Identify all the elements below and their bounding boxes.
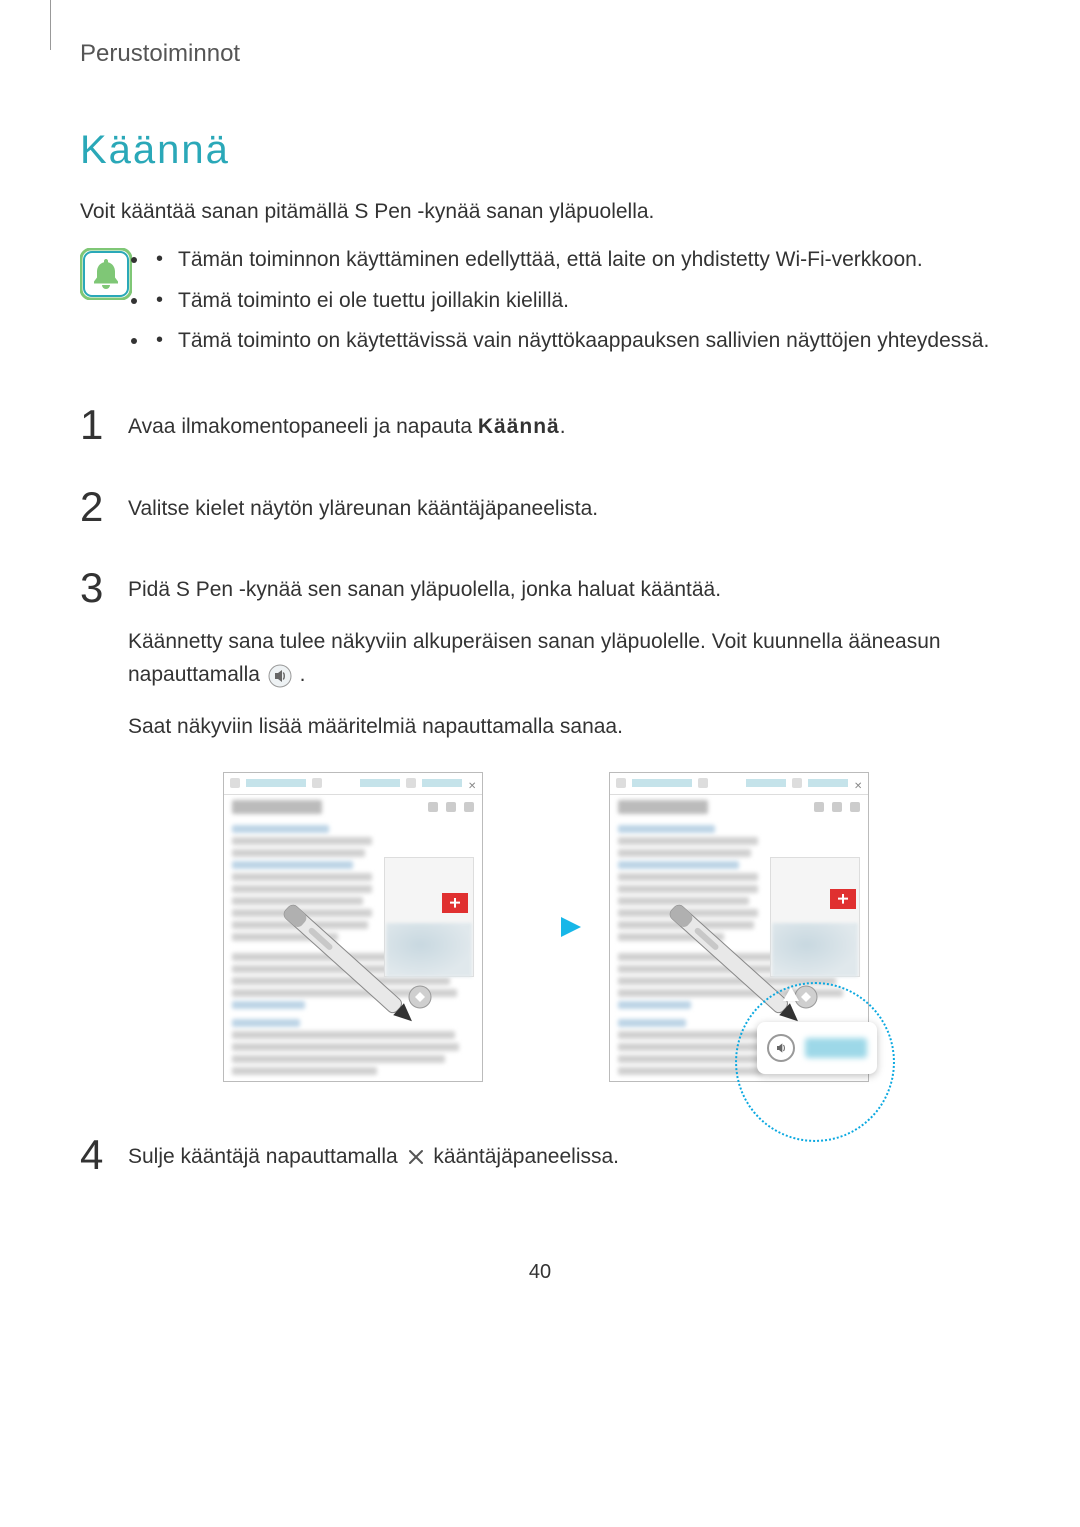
step-body: Valitse kielet näytön yläreunan kääntäjä…	[128, 488, 1000, 544]
section-header: Perustoiminnot	[80, 40, 1000, 68]
figure-map	[386, 923, 472, 977]
arrow-icon	[511, 912, 581, 942]
step-text: Valitse kielet näytön yläreunan kääntäjä…	[128, 492, 1000, 526]
step-number: 4	[80, 1136, 112, 1174]
step: 1 Avaa ilmakomentopaneeli ja napauta Kää…	[80, 406, 1000, 462]
note-item: Tämä toiminto ei ole tuettu joillakin ki…	[150, 285, 1000, 318]
figure-body	[224, 819, 482, 1081]
intro-paragraph: Voit kääntää sanan pitämällä S Pen -kynä…	[80, 197, 1000, 226]
step: 3 Pidä S Pen -kynää sen sanan yläpuolell…	[80, 569, 1000, 1109]
step-text: Avaa ilmakomentopaneeli ja napauta	[128, 415, 478, 438]
figure-row: ✕	[92, 772, 1000, 1082]
figure-callout-circle	[735, 982, 895, 1142]
toolbar-blur	[632, 779, 692, 787]
step-text: Pidä S Pen -kynää sen sanan yläpuolella,…	[128, 573, 1000, 607]
figure-screenshot-after-wrapper: ✕	[609, 772, 869, 1082]
figure-action-icon	[464, 802, 474, 812]
step-text: .	[560, 415, 566, 438]
toolbar-blur	[246, 779, 306, 787]
toolbar-item	[698, 778, 708, 788]
figure-callout-pointer	[783, 987, 799, 1001]
step-text-fragment: Sulje kääntäjä napauttamalla	[128, 1145, 404, 1168]
toolbar-item	[406, 778, 416, 788]
figure-toolbar: ✕	[224, 773, 482, 795]
close-icon: ✕	[854, 779, 862, 787]
step-body: Sulje kääntäjä napauttamalla kääntäjäpan…	[128, 1136, 1000, 1192]
page-number: 40	[80, 1261, 1000, 1284]
step-body: Avaa ilmakomentopaneeli ja napauta Käänn…	[128, 406, 1000, 462]
note-bell-icon	[80, 248, 132, 300]
toolbar-blur	[746, 779, 786, 787]
toolbar-blur	[360, 779, 400, 787]
toolbar-blur	[422, 779, 462, 787]
step-number: 3	[80, 569, 112, 607]
figure-map	[772, 923, 858, 977]
step-body: Pidä S Pen -kynää sen sanan yläpuolella,…	[128, 569, 1000, 1109]
step-number: 2	[80, 488, 112, 526]
figure-action-icon	[428, 802, 438, 812]
step-keyword: Käännä	[478, 415, 560, 438]
note-item: Tämä toiminto on käytettävissä vain näyt…	[150, 325, 1000, 358]
figure-action-icon	[446, 802, 456, 812]
page-top-margin-rule	[50, 0, 51, 50]
figure-callout-tooltip	[757, 1022, 877, 1074]
figure-action-icon	[850, 802, 860, 812]
step-text: Käännetty sana tulee näkyviin alkuperäis…	[128, 625, 1000, 692]
step-text: Saat näkyviin lisää määritelmiä napautta…	[128, 710, 1000, 744]
figure-callout-translation-blur	[805, 1038, 867, 1058]
figure-action-icon	[814, 802, 824, 812]
step-text-fragment: kääntäjäpaneelissa.	[433, 1145, 619, 1168]
toolbar-item	[792, 778, 802, 788]
step-number: 1	[80, 406, 112, 444]
figure-titlebar	[224, 795, 482, 819]
step-text-fragment: Käännetty sana tulee näkyviin alkuperäis…	[128, 630, 941, 687]
flag-icon	[830, 889, 856, 909]
flag-icon	[442, 893, 468, 913]
figure-title-blur	[618, 800, 708, 814]
note-item: Tämän toiminnon käyttäminen edellyttää, …	[150, 244, 1000, 277]
step-text-fragment: .	[300, 663, 306, 686]
figure-toolbar: ✕	[610, 773, 868, 795]
figure-titlebar	[610, 795, 868, 819]
note-list: Tämän toiminnon käyttäminen edellyttää, …	[150, 244, 1000, 366]
close-icon	[406, 1147, 426, 1167]
toolbar-item	[312, 778, 322, 788]
figure-action-icon	[832, 802, 842, 812]
step: 4 Sulje kääntäjä napauttamalla kääntäjäp…	[80, 1136, 1000, 1192]
close-icon: ✕	[468, 779, 476, 787]
speaker-icon	[767, 1034, 795, 1062]
toolbar-blur	[808, 779, 848, 787]
toolbar-menu-icon	[616, 778, 626, 788]
page-title: Käännä	[80, 128, 1000, 173]
instruction-steps: 1 Avaa ilmakomentopaneeli ja napauta Kää…	[80, 406, 1000, 1191]
toolbar-menu-icon	[230, 778, 240, 788]
figure-screenshot-before: ✕	[223, 772, 483, 1082]
speaker-icon	[268, 664, 292, 688]
figure-title-blur	[232, 800, 322, 814]
note-callout: Tämän toiminnon käyttäminen edellyttää, …	[80, 244, 1000, 366]
step: 2 Valitse kielet näytön yläreunan kääntä…	[80, 488, 1000, 544]
